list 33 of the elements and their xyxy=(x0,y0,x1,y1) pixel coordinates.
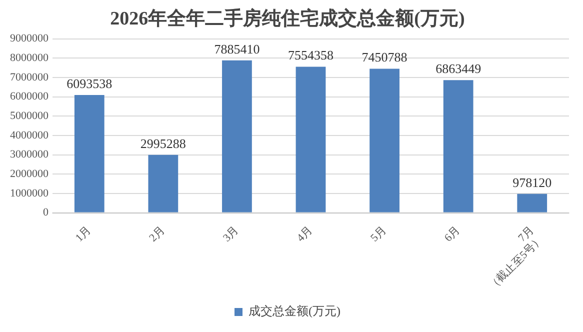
y-tick-label: 0 xyxy=(43,206,49,219)
y-tick-label: 3000000 xyxy=(10,148,49,161)
y-tick-label: 6000000 xyxy=(10,90,49,103)
y-tick-label: 9000000 xyxy=(10,32,49,45)
data-label: 7554358 xyxy=(288,48,334,63)
data-label: 2995288 xyxy=(140,136,186,151)
bar xyxy=(148,154,178,212)
data-label: 7450788 xyxy=(362,50,408,65)
y-tick-label: 7000000 xyxy=(10,71,49,84)
x-tick-label: 5月 xyxy=(368,224,389,244)
bar xyxy=(222,60,252,212)
bar xyxy=(517,194,548,212)
y-tick-label: 2000000 xyxy=(10,168,49,180)
data-label: 7885410 xyxy=(214,41,260,56)
bar xyxy=(296,66,326,212)
y-tick-label: 4000000 xyxy=(10,129,49,142)
y-tick-label: 5000000 xyxy=(10,110,49,122)
x-tick-label: 6月 xyxy=(442,224,462,244)
data-label: 6093538 xyxy=(66,76,112,91)
y-tick-label: 8000000 xyxy=(10,52,49,64)
data-label: 978120 xyxy=(512,174,552,190)
x-tick-label: 3月 xyxy=(220,224,242,244)
bar xyxy=(370,68,400,212)
x-tick-label: 7月 （截止至5号） xyxy=(486,224,546,292)
y-tick-label: 1000000 xyxy=(10,187,49,200)
legend-label: 成交总金额(万元) xyxy=(248,304,341,318)
bar xyxy=(74,94,104,212)
chart-title: 2026年全年二手房纯住宅成交总金额(万元) xyxy=(110,7,465,30)
x-tick-label: 1月 xyxy=(73,224,94,244)
bar xyxy=(443,80,474,212)
x-tick-label: 2月 xyxy=(147,224,168,244)
x-tick-label: 4月 xyxy=(294,224,315,244)
data-label: 6863449 xyxy=(436,61,482,76)
